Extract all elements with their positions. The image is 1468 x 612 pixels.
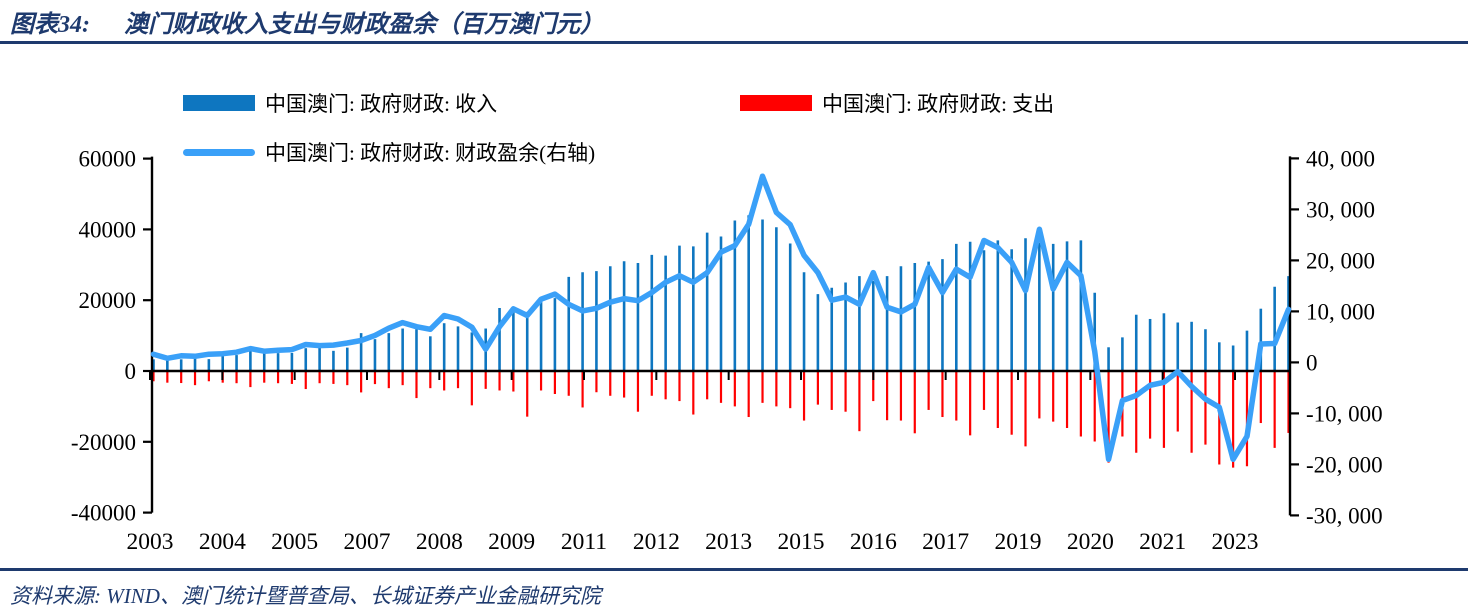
left-axis-tick-label: -40000 xyxy=(71,501,136,526)
right-axis-tick-label: 30, 000 xyxy=(1306,197,1375,222)
source-text: 资料来源: WIND、澳门统计暨普查局、长城证券产业金融研究院 xyxy=(10,584,601,608)
axes-layer: 60000 40000 20000 0 -20000 -40000 40, 000 30, 0… xyxy=(71,146,1383,555)
bottom-divider-line xyxy=(0,568,1468,571)
left-axis-tick-label: 60000 xyxy=(79,147,137,172)
right-axis-tick-label: 10, 000 xyxy=(1306,299,1375,324)
left-axis-tick-label: 40000 xyxy=(79,217,137,242)
left-axis-tick-label: 20000 xyxy=(79,288,137,313)
x-axis-year-label: 2020 xyxy=(1067,529,1114,555)
legend-label-expenditure: 中国澳门: 政府财政: 支出 xyxy=(822,92,1055,116)
right-axis-tick-label: -30, 000 xyxy=(1306,503,1383,528)
right-axis-tick-label: 40, 000 xyxy=(1306,146,1375,171)
x-axis-year-label: 2013 xyxy=(705,529,752,555)
x-axis-year-label: 2007 xyxy=(344,529,391,555)
right-axis-tick-label: 0 xyxy=(1306,350,1318,375)
chart-title: 图表34: 澳门财政收入支出与财政盈余（百万澳门元） xyxy=(10,4,1460,39)
x-axis-year-label: 2015 xyxy=(778,529,825,555)
legend-item-revenue: 中国澳门: 政府财政: 收入 xyxy=(183,88,497,118)
left-axis-tick-label: -20000 xyxy=(71,430,136,455)
x-axis-year-label: 2017 xyxy=(922,529,969,555)
surplus-line-layer xyxy=(150,173,1292,463)
right-axis-tick-label: 20, 000 xyxy=(1306,248,1375,273)
revenue-bar-swatch-icon xyxy=(183,95,255,111)
x-axis-year-label: 2019 xyxy=(995,529,1042,555)
chart-title-text: 澳门财政收入支出与财政盈余（百万澳门元） xyxy=(124,12,604,38)
right-axis-tick-label: -10, 000 xyxy=(1306,401,1383,426)
top-divider-line xyxy=(0,41,1468,44)
left-bar-series xyxy=(152,371,1290,468)
x-axis-year-label: 2016 xyxy=(850,529,897,555)
surplus-line-swatch-icon xyxy=(183,148,255,156)
legend-item-expenditure: 中国澳门: 政府财政: 支出 xyxy=(740,88,1054,118)
expenditure-bar-swatch-icon xyxy=(740,95,812,111)
x-axis-year-label: 2008 xyxy=(416,529,463,555)
x-axis-year-label: 2004 xyxy=(199,529,246,555)
x-axis-year-label: 2012 xyxy=(633,529,680,555)
x-axis-year-label: 2009 xyxy=(488,529,535,555)
right-axis-tick-label: -20, 000 xyxy=(1306,452,1383,477)
left-axis-tick-label: 0 xyxy=(125,359,137,384)
x-axis-year-label: 2003 xyxy=(127,529,174,555)
legend-item-surplus: 中国澳门: 政府财政: 财政盈余(右轴) xyxy=(183,137,595,167)
legend-label-surplus: 中国澳门: 政府财政: 财政盈余(右轴) xyxy=(265,141,596,165)
chart-title-prefix: 图表34: xyxy=(10,12,90,38)
x-axis-year-label: 2023 xyxy=(1212,529,1259,555)
x-axis-year-label: 2005 xyxy=(271,529,318,555)
legend-label-revenue: 中国澳门: 政府财政: 收入 xyxy=(265,92,498,116)
x-axis-year-label: 2011 xyxy=(561,529,607,555)
x-axis-year-label: 2021 xyxy=(1139,529,1186,555)
surplus-line xyxy=(150,173,1292,463)
